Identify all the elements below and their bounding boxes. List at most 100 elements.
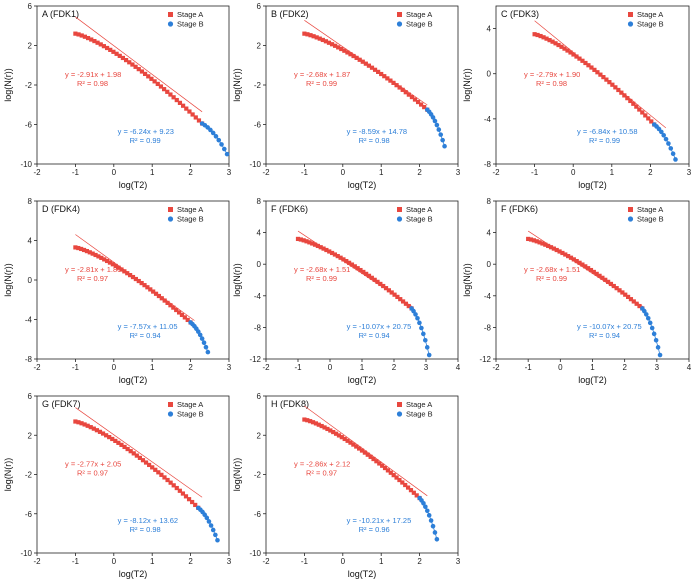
y-tick-label: -6 <box>254 510 262 519</box>
stage-b-equation: y = -8.12x + 13.62 <box>118 516 178 525</box>
stage-b-equation: y = -10.21x + 17.25 <box>347 516 412 525</box>
stage-b-point <box>643 312 649 317</box>
x-tick-label: 1 <box>379 557 384 566</box>
stage-a-point <box>571 257 576 262</box>
stage-b-point <box>222 146 227 152</box>
y-tick-label: -8 <box>484 160 492 169</box>
x-tick-label: -2 <box>33 168 41 177</box>
stage-a-point <box>182 315 187 320</box>
stage-a-point <box>73 31 78 36</box>
stage-a-point <box>310 420 316 425</box>
stage-a-point <box>133 64 138 69</box>
stage-a-point <box>190 499 195 505</box>
stage-a-point <box>391 473 396 478</box>
stage-b-point <box>438 132 444 137</box>
legend-marker-stage-b <box>167 21 174 27</box>
stage-a-point <box>383 286 389 291</box>
stage-a-point <box>586 266 591 271</box>
stage-a-point <box>577 56 582 61</box>
stage-a-point <box>89 37 94 42</box>
stage-a-point <box>345 50 350 55</box>
stage-a-point <box>583 264 588 269</box>
stage-b-point <box>210 527 216 533</box>
stage-a-point <box>187 109 192 114</box>
stage-a-point <box>159 296 164 301</box>
stage-b-point <box>661 132 666 138</box>
stage-a-point <box>607 80 612 85</box>
stage-a-point <box>406 92 411 97</box>
stage-a-point <box>411 490 416 495</box>
stage-a-r2: R² = 0.99 <box>536 274 567 283</box>
x-tick-label: -1 <box>72 168 80 177</box>
stage-a-point <box>369 65 375 70</box>
chart-title: D (FDK4) <box>42 204 80 214</box>
stage-a-point <box>369 275 374 280</box>
stage-b-point <box>651 331 657 337</box>
stage-a-point <box>139 280 144 286</box>
legend-marker-stage-b <box>627 216 634 222</box>
y-tick-label: 8 <box>257 197 262 206</box>
stage-a-point <box>357 446 362 451</box>
stage-a-point <box>116 265 121 270</box>
x-tick-label: 1 <box>360 363 365 372</box>
stage-a-point <box>110 262 115 267</box>
stage-a-point <box>328 428 333 433</box>
stage-b-point <box>442 143 447 149</box>
stage-a-point <box>107 260 113 265</box>
x-tick-label: 0 <box>341 557 346 566</box>
stage-a-point <box>113 263 118 269</box>
chart-panel-4: -2 -1 0 1 2 3 -8 -4 0 4 8 log(T2) log(N(r)) D (FDK4) S… <box>3 197 232 385</box>
stage-a-point <box>76 420 81 425</box>
y-tick-label: -8 <box>25 355 33 364</box>
stage-a-point <box>374 459 379 464</box>
stage-a-point <box>546 243 551 249</box>
stage-a-point <box>79 421 84 426</box>
legend-marker-stage-a <box>168 402 173 407</box>
stage-a-point <box>184 106 189 111</box>
stage-a-point <box>181 103 186 108</box>
stage-b-point <box>421 331 426 337</box>
y-tick-label: 4 <box>257 229 262 238</box>
stage-a-point <box>130 274 136 280</box>
stage-a-point <box>116 440 121 445</box>
x-tick-label: 3 <box>456 557 461 566</box>
stage-a-point <box>295 236 301 242</box>
legend-marker-stage-a <box>168 207 173 212</box>
stage-a-equation: y = -2.79x + 1.90 <box>524 70 580 79</box>
stage-a-point <box>122 269 127 274</box>
stage-a-point <box>305 32 310 37</box>
x-tick-label: 0 <box>112 557 117 566</box>
y-tick-label: -12 <box>479 355 491 364</box>
stage-a-point <box>165 300 170 305</box>
y-tick-label: -4 <box>484 115 492 124</box>
legend-label-stage-a: Stage A <box>177 10 203 19</box>
x-tick-label: 3 <box>687 168 692 177</box>
stage-b-point <box>426 352 432 358</box>
stage-a-point <box>362 450 367 455</box>
stage-a-point <box>554 247 559 253</box>
stage-b-point <box>663 136 669 142</box>
stage-b-point <box>422 337 428 343</box>
stage-a-point <box>315 243 320 249</box>
stage-b-r2: R² = 0.98 <box>130 525 161 534</box>
stage-a-point <box>382 465 388 471</box>
stage-a-point <box>307 240 312 245</box>
stage-a-point <box>611 283 616 289</box>
x-tick-label: -1 <box>301 557 309 566</box>
stage-a-point <box>87 250 92 255</box>
y-axis-label: log(N(r)) <box>3 458 13 492</box>
stage-a-point <box>363 61 368 66</box>
x-tick-label: -1 <box>525 363 533 372</box>
chart-title: F (FDK6) <box>501 204 538 214</box>
chart-title: G (FDK7) <box>42 399 81 409</box>
stage-a-point <box>568 255 574 260</box>
stage-a-point <box>610 82 615 87</box>
x-tick-label: -1 <box>301 168 309 177</box>
stage-b-point <box>424 508 430 514</box>
stage-b-point <box>430 523 436 529</box>
stage-b-point <box>668 146 674 151</box>
stage-a-point <box>526 236 531 242</box>
stage-a-point <box>592 67 597 72</box>
y-tick-label: -6 <box>25 510 33 519</box>
